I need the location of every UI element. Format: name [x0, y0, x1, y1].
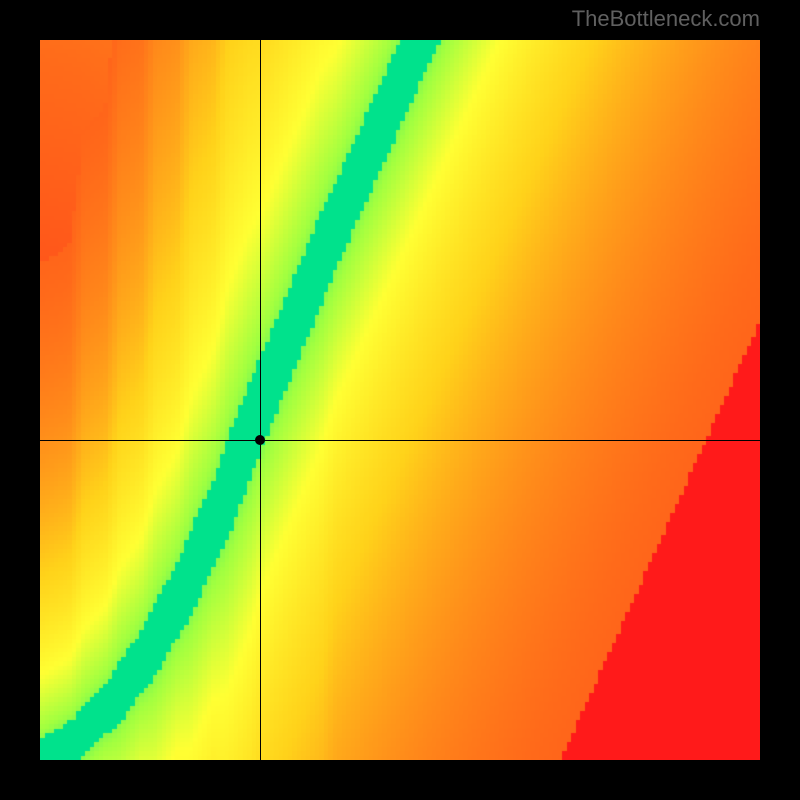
heatmap-canvas: [40, 40, 760, 760]
crosshair-marker: [255, 435, 265, 445]
crosshair-horizontal: [40, 440, 760, 441]
bottleneck-heatmap: [40, 40, 760, 760]
watermark-text: TheBottleneck.com: [572, 6, 760, 32]
crosshair-vertical: [260, 40, 261, 760]
